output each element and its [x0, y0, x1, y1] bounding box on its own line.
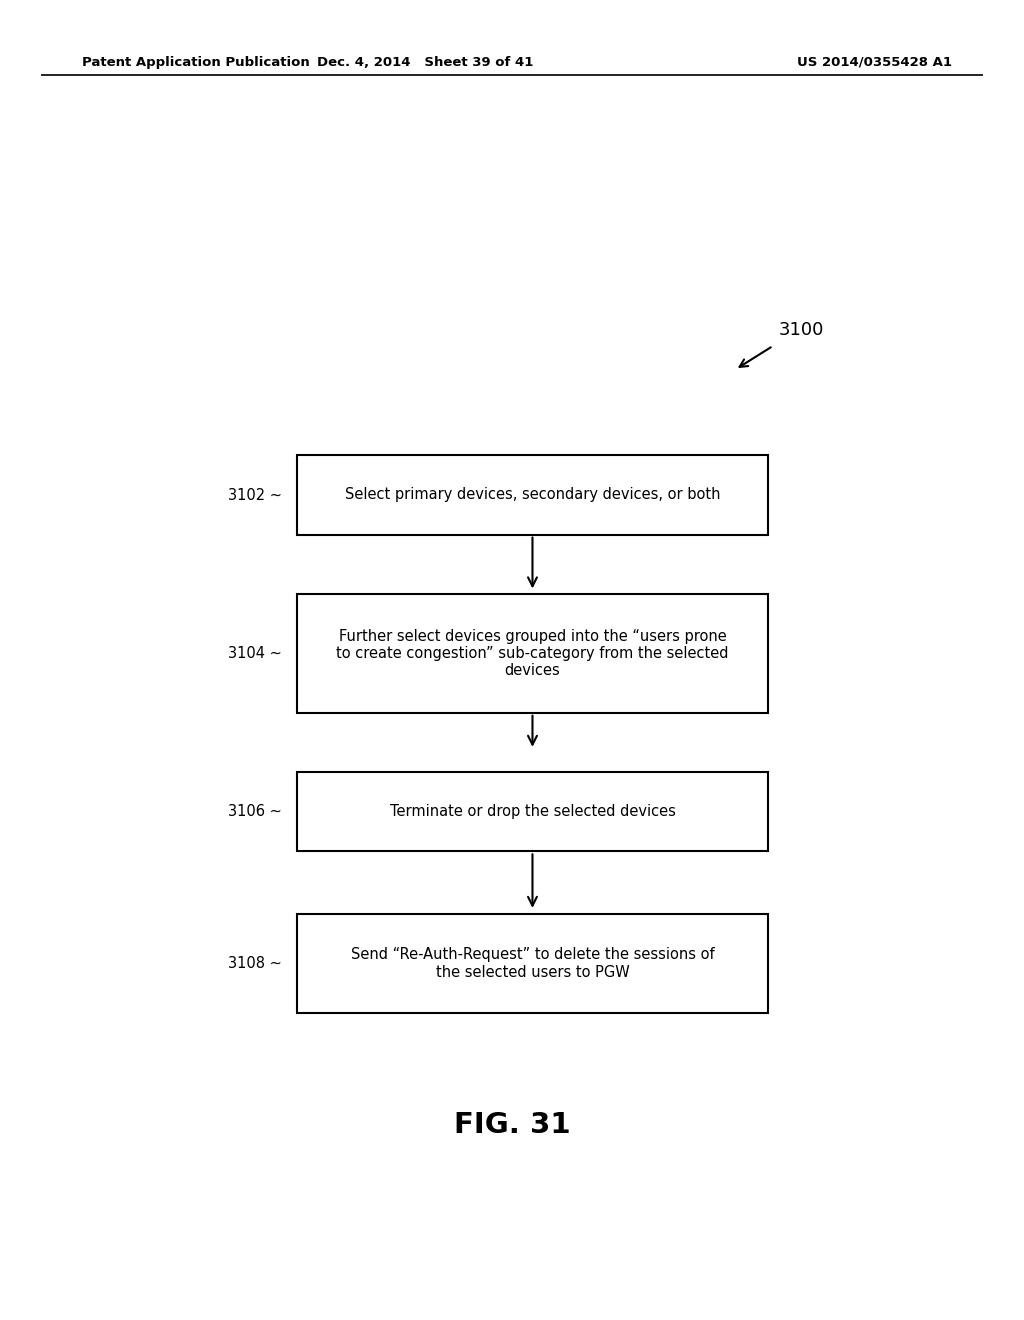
Text: Send “Re-Auth-Request” to delete the sessions of
the selected users to PGW: Send “Re-Auth-Request” to delete the ses…	[350, 948, 715, 979]
Text: Terminate or drop the selected devices: Terminate or drop the selected devices	[389, 804, 676, 820]
Text: FIG. 31: FIG. 31	[454, 1110, 570, 1139]
Bar	[297, 594, 768, 713]
Text: Select primary devices, secondary devices, or both: Select primary devices, secondary device…	[345, 487, 720, 503]
Text: Dec. 4, 2014   Sheet 39 of 41: Dec. 4, 2014 Sheet 39 of 41	[316, 55, 534, 69]
Text: 3108 ~: 3108 ~	[227, 956, 282, 972]
Text: Further select devices grouped into the “users prone
to create congestion” sub-c: Further select devices grouped into the …	[336, 628, 729, 678]
Text: 3106 ~: 3106 ~	[227, 804, 282, 820]
Text: 3104 ~: 3104 ~	[227, 645, 282, 661]
Text: 3100: 3100	[778, 321, 823, 339]
Bar	[297, 455, 768, 535]
Text: 3102 ~: 3102 ~	[227, 487, 282, 503]
Text: US 2014/0355428 A1: US 2014/0355428 A1	[798, 55, 952, 69]
Bar	[297, 772, 768, 851]
Text: Patent Application Publication: Patent Application Publication	[82, 55, 309, 69]
Bar	[297, 913, 768, 1014]
